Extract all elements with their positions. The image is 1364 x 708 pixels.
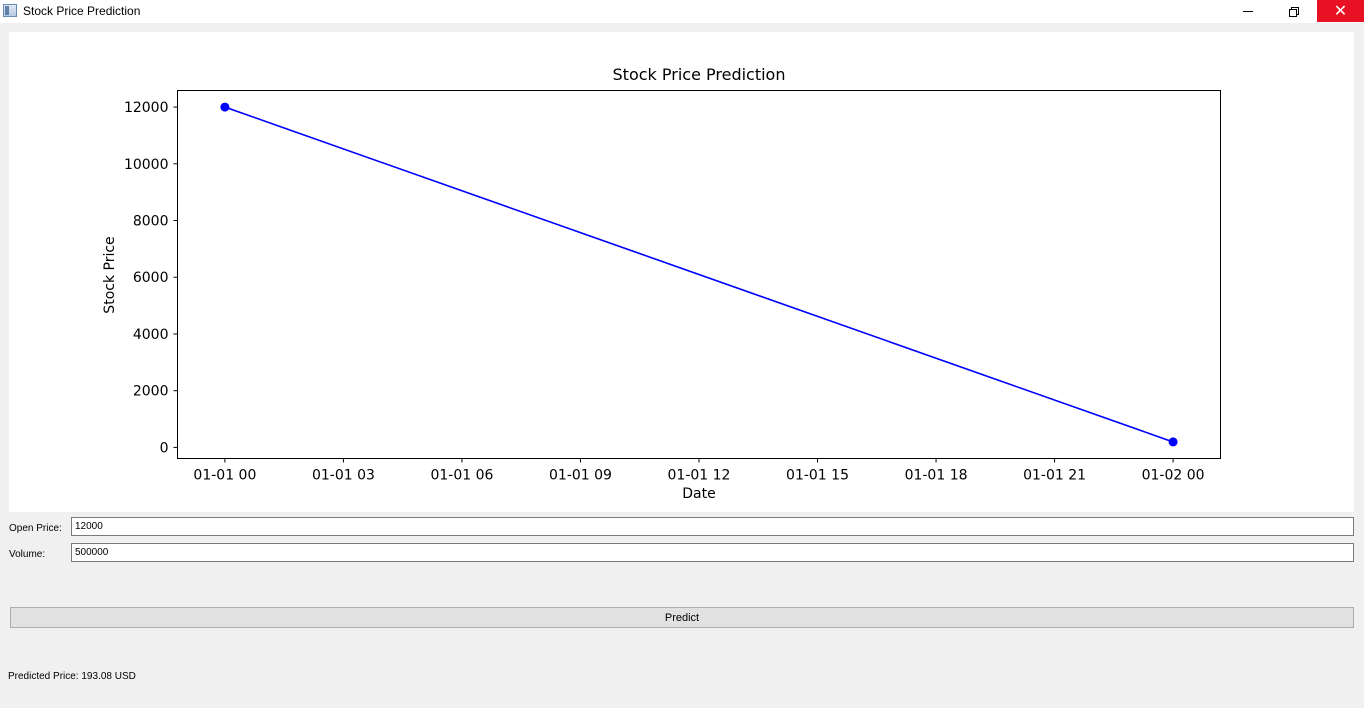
- volume-input[interactable]: [71, 543, 1354, 562]
- close-icon: ✕: [1333, 1, 1348, 20]
- x-axis-label: Date: [682, 486, 715, 502]
- maximize-button[interactable]: [1270, 0, 1316, 22]
- data-point: [220, 102, 230, 112]
- stock-price-chart: Stock Price Prediction 0 2000 4000 6000 8000…: [102, 65, 1221, 502]
- y-tick-label: 4000: [133, 327, 169, 343]
- data-point: [1168, 437, 1178, 447]
- x-tick-label: 01-01 21: [1023, 468, 1086, 484]
- series-line: [224, 106, 1174, 443]
- x-tick-label: 01-01 09: [549, 468, 612, 484]
- x-tick-label: 01-01 18: [905, 468, 968, 484]
- y-tick-label: 12000: [124, 100, 169, 116]
- window-title: Stock Price Prediction: [23, 4, 141, 18]
- y-tick-label: 6000: [133, 270, 169, 286]
- x-tick-label: 01-02 00: [1142, 468, 1205, 484]
- y-tick-label: 10000: [124, 157, 169, 173]
- close-button[interactable]: ✕: [1317, 0, 1364, 22]
- restore-icon: [1288, 6, 1299, 17]
- predicted-price-label: Predicted Price: 193.08 USD: [8, 671, 136, 682]
- title-bar[interactable]: Stock Price Prediction ✕: [0, 0, 1364, 23]
- app-icon: [3, 4, 17, 17]
- y-tick-label: 0: [160, 440, 169, 456]
- y-tick-label: 8000: [133, 214, 169, 230]
- volume-label: Volume:: [9, 549, 46, 560]
- chart-title: Stock Price Prediction: [613, 65, 786, 84]
- minimize-button[interactable]: [1225, 0, 1271, 22]
- x-tick-label: 01-01 12: [668, 468, 731, 484]
- chart-canvas: Stock Price Prediction 0 2000 4000 6000 8000…: [9, 32, 1354, 512]
- y-axis-label: Stock Price: [102, 236, 118, 313]
- minimize-icon: [1243, 10, 1253, 12]
- x-tick-label: 01-01 06: [430, 468, 493, 484]
- predict-button[interactable]: Predict: [10, 607, 1354, 628]
- open-price-input[interactable]: [71, 517, 1354, 536]
- x-tick-label: 01-01 00: [193, 468, 256, 484]
- x-tick-label: 01-01 03: [312, 468, 375, 484]
- open-price-label: Open Price:: [9, 523, 62, 534]
- y-tick-label: 2000: [133, 384, 169, 400]
- x-tick-label: 01-01 15: [786, 468, 849, 484]
